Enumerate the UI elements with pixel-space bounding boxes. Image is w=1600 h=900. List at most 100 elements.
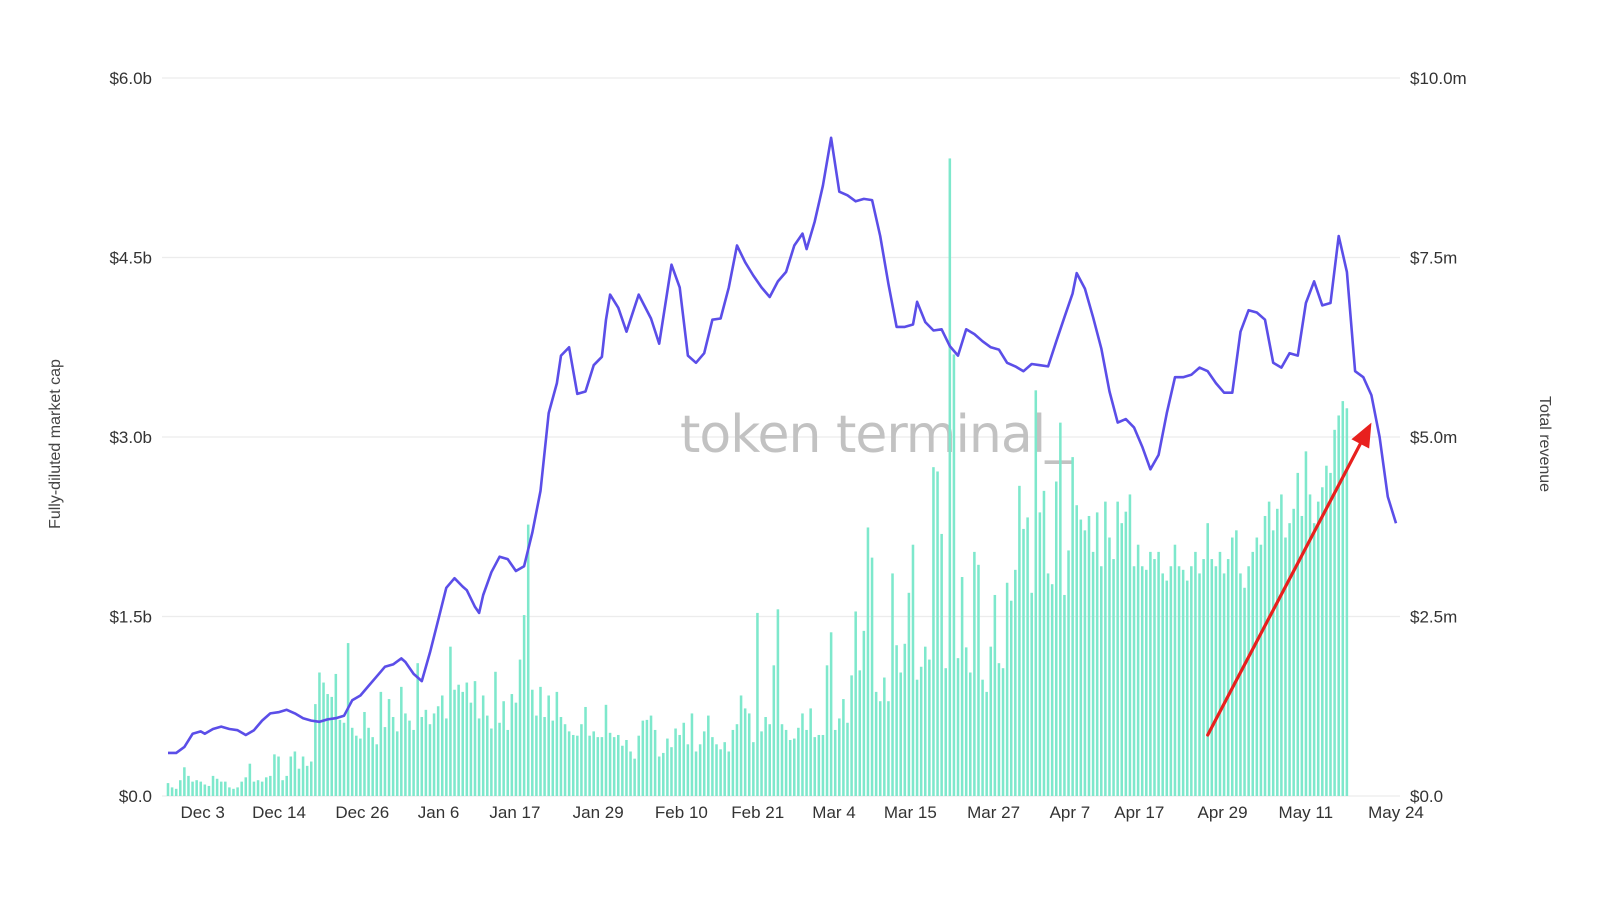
revenue-bar [531,689,534,796]
revenue-bar [174,788,178,796]
revenue-bar [187,775,190,796]
revenue-bar [551,720,555,796]
revenue-bar [940,533,943,796]
revenue-bar [784,729,788,796]
revenue-bar [543,717,546,796]
revenue-bar [707,715,710,796]
revenue-bar [1194,551,1197,796]
revenue-bar [461,691,464,796]
revenue-bar [1018,485,1021,796]
revenue-bar [952,354,956,796]
revenue-bar [1239,573,1242,796]
revenue-bar [1235,530,1238,796]
revenue-bar [752,742,755,796]
revenue-bar [1288,523,1291,796]
revenue-bar [932,467,935,796]
revenue-bar [1128,494,1132,796]
revenue-bar [592,731,595,796]
revenue-bar [465,682,469,796]
revenue-bar [289,756,293,796]
revenue-bar [408,720,411,796]
revenue-bar [1079,519,1083,796]
x-tick-label: Dec 26 [335,803,389,822]
revenue-bar [858,670,862,796]
revenue-bar [228,787,231,796]
revenue-bar [1083,530,1087,796]
revenue-bar [277,756,280,796]
revenue-bar [641,720,645,796]
revenue-bar [1267,501,1271,796]
revenue-bar [1337,415,1340,796]
revenue-bar [1165,580,1169,796]
revenue-bar [281,780,284,796]
revenue-bar [747,713,751,796]
revenue-bar [1341,401,1345,796]
revenue-bar [1071,457,1074,796]
revenue-bar [498,722,501,796]
revenue-bar [1271,530,1275,796]
revenue-bar [539,686,542,796]
revenue-bar [973,551,976,796]
revenue-bar [1222,573,1226,796]
right-tick-label: $0.0 [1410,787,1443,806]
revenue-bar [616,734,620,796]
revenue-bar [964,647,968,796]
revenue-bar [514,702,518,796]
revenue-bar [1226,559,1230,796]
revenue-bar [412,729,415,796]
revenue-bar [359,738,362,796]
revenue-bar [698,744,702,796]
revenue-bar [571,734,575,796]
revenue-bar [600,737,604,796]
revenue-bar [1091,551,1095,796]
revenue-bar [1243,587,1246,796]
x-tick-label: Mar 27 [967,803,1020,822]
red-arrow-annotation [1206,422,1372,737]
revenue-bar [608,732,612,796]
revenue-bar [473,681,477,796]
left-tick-label: $6.0b [109,69,152,88]
revenue-bar [1042,490,1046,796]
revenue-bar [1120,523,1124,796]
revenue-bar [219,781,223,796]
revenue-bar [244,777,248,796]
revenue-bar [506,729,510,796]
revenue-bar [842,699,845,796]
revenue-bar [346,643,350,796]
revenue-bar [207,785,211,796]
revenue-bar [1185,580,1189,796]
revenue-bar [1173,544,1177,796]
revenue-bar [948,158,952,796]
revenue-bar [694,751,698,796]
revenue-bar [649,715,653,796]
revenue-bar [1038,512,1042,796]
watermark-logo: token terminal_ [680,405,1072,465]
revenue-bar [1190,566,1193,796]
revenue-bar [936,471,939,796]
revenue-bar [780,724,784,796]
revenue-bar [183,767,186,796]
right-axis-title: Total revenue [1536,396,1553,492]
revenue-bar [838,718,841,796]
x-tick-label: May 24 [1368,803,1424,822]
revenue-bar [1206,523,1209,796]
revenue-bar [195,780,198,796]
revenue-bar [518,659,522,796]
revenue-bar [1292,508,1295,796]
x-tick-label: Jan 17 [489,803,540,822]
revenue-bar [612,737,616,796]
revenue-bar [457,684,460,796]
revenue-bar [588,735,591,796]
revenue-bar [1140,566,1144,796]
x-tick-label: Jan 29 [573,803,624,822]
revenue-bar [1022,528,1025,796]
revenue-bar [318,672,321,796]
revenue-bar [166,783,170,796]
revenue-bar [989,646,993,796]
revenue-bar [375,744,379,796]
revenue-bar [1009,600,1013,796]
revenue-bar [1325,465,1328,796]
revenue-bar [825,665,829,796]
revenue-bar [604,704,608,796]
revenue-bar [596,737,600,796]
